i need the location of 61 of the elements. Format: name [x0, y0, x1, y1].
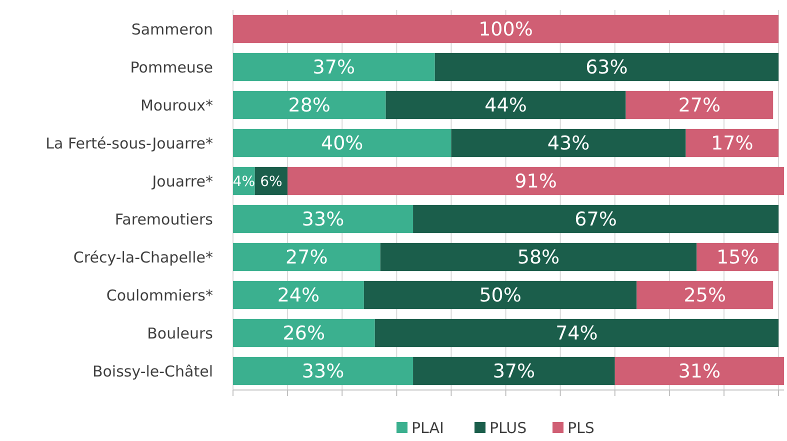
data-label: 17%: [711, 132, 754, 155]
bar: [233, 242, 380, 272]
data-label: 44%: [484, 94, 527, 117]
y-tick-label: Coulommiers*: [106, 286, 214, 304]
data-label: 74%: [556, 322, 598, 345]
data-label: 67%: [574, 208, 617, 231]
data-label: 25%: [684, 284, 726, 307]
data-label: 50%: [479, 284, 522, 307]
legend-label: PLUS: [490, 419, 527, 437]
legend-label: PLS: [568, 419, 594, 437]
bar: [386, 90, 626, 120]
bar: [434, 52, 779, 82]
y-tick-label: Faremoutiers: [114, 210, 214, 228]
bar: [233, 280, 364, 310]
data-label: 63%: [586, 56, 628, 79]
bar: [636, 280, 774, 310]
y-tick-label: Mouroux*: [140, 96, 214, 114]
data-label: 27%: [678, 94, 721, 117]
data-label: 31%: [678, 360, 721, 383]
legend-label: PLAI: [412, 419, 444, 437]
data-label: 15%: [716, 246, 759, 269]
y-tick-label: Jouarre*: [151, 172, 214, 190]
y-tick-label: Crécy-la-Chapelle*: [73, 248, 214, 266]
data-label: 100%: [478, 18, 533, 41]
bar: [374, 318, 779, 348]
data-label: 58%: [517, 246, 560, 269]
bar: [626, 90, 774, 120]
bar: [614, 356, 784, 386]
data-label: 40%: [320, 132, 364, 155]
data-label: 33%: [302, 360, 344, 383]
data-label: 27%: [286, 246, 328, 269]
y-tick-label: Sammeron: [131, 20, 213, 38]
data-label: 4%: [232, 174, 256, 190]
bar: [686, 128, 779, 158]
bar: [364, 280, 637, 310]
bar: [413, 356, 615, 386]
y-tick-label: Bouleurs: [147, 324, 214, 342]
bar: [380, 242, 697, 272]
bar: [233, 204, 414, 234]
data-label: 28%: [288, 94, 330, 117]
bar: [233, 318, 375, 348]
bar: [233, 128, 452, 158]
y-tick-label: La Ferté-sous-Jouarre*: [46, 134, 214, 152]
bar: [233, 90, 386, 120]
data-label: 33%: [302, 208, 344, 231]
bar: [413, 204, 779, 234]
data-label: 24%: [277, 284, 320, 307]
y-tick-label: Boissy-le-Châtel: [92, 362, 213, 380]
y-tick-label: Pommeuse: [130, 58, 213, 76]
bar: [288, 166, 784, 196]
data-label: 26%: [282, 322, 326, 345]
bar: [233, 52, 435, 82]
data-label: 37%: [492, 360, 536, 383]
bar: [696, 242, 779, 272]
bar: [451, 128, 686, 158]
data-label: 43%: [547, 132, 590, 155]
data-label: 37%: [312, 56, 356, 79]
data-label: 6%: [260, 174, 282, 190]
bar: [233, 356, 414, 386]
data-label: 91%: [514, 170, 557, 193]
bar: [233, 14, 779, 44]
